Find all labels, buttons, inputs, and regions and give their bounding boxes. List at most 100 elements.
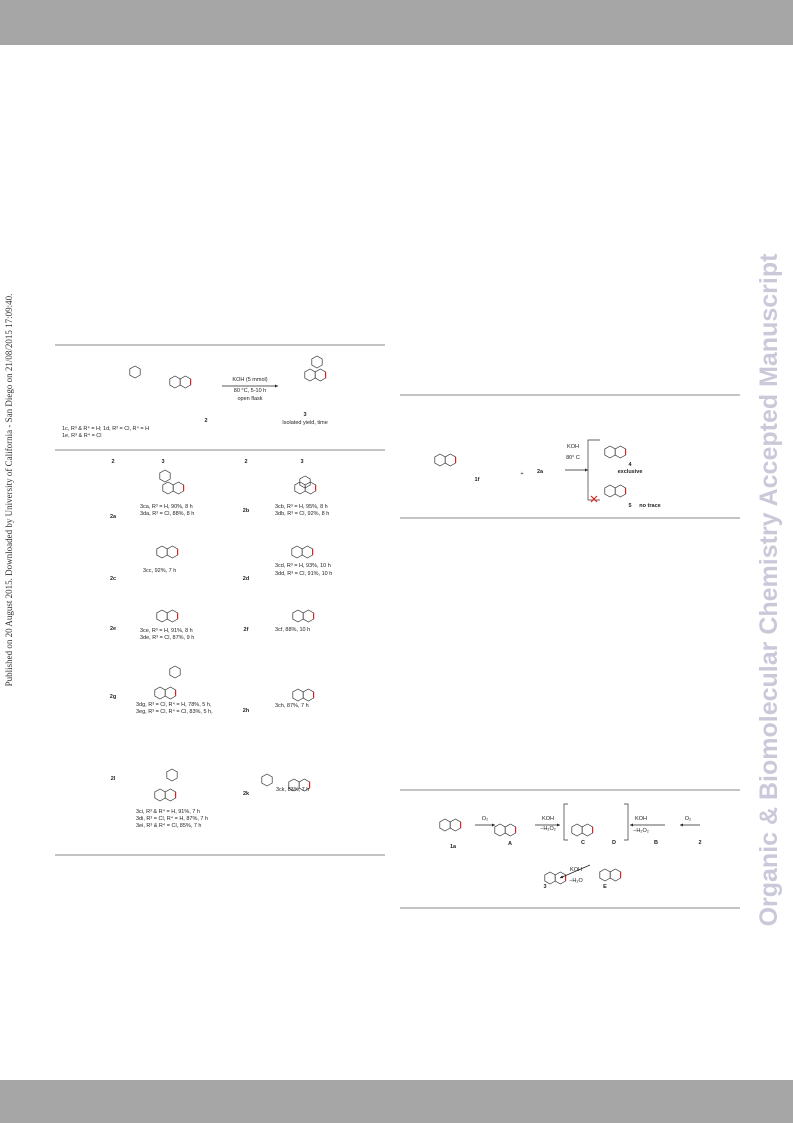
label: KOH (570, 867, 582, 873)
ring (444, 453, 456, 467)
label: 2b (243, 508, 250, 514)
label: E (603, 884, 607, 890)
ring (166, 609, 178, 623)
label: 1f (475, 477, 480, 483)
ring (571, 823, 583, 837)
label: 3de, R³ = Cl, 87%, 9 h (140, 635, 194, 641)
label: Isolated yield, time (282, 420, 328, 426)
ring (614, 484, 626, 498)
ring (169, 375, 181, 389)
ring (581, 823, 593, 837)
ring (609, 868, 621, 882)
ring (439, 818, 451, 832)
label: 3cc, 92%, 7 h (143, 568, 176, 574)
arrow-head (557, 823, 560, 827)
ring (599, 868, 611, 882)
label: O₂ (685, 816, 691, 822)
label: −H₂O₂ (633, 828, 649, 834)
label: 4 (628, 462, 632, 468)
ring (504, 823, 516, 837)
label: 3ei, R³ & R⁴ = Cl, 85%, 7 h (136, 822, 202, 829)
ring (164, 686, 176, 700)
label: 2 (244, 459, 247, 465)
side-note: Published on 20 August 2015. Downloaded … (4, 294, 14, 687)
ring (449, 818, 461, 832)
ring (302, 609, 314, 623)
ring (544, 871, 556, 885)
label: 2l (111, 776, 116, 782)
label: O₂ (482, 816, 488, 822)
ring (162, 481, 174, 495)
ring (129, 365, 141, 379)
label: −H₂O₂ (540, 826, 556, 832)
label: 2c (110, 576, 116, 582)
label: 5 (628, 503, 631, 509)
label: 2 (204, 418, 207, 424)
label: 2k (243, 791, 250, 797)
watermark: Organic & Biomolecular Chemistry Accepte… (755, 253, 783, 927)
label: 1a (450, 844, 457, 850)
label: 3cb, R³ = H, 95%, 8 h (275, 504, 328, 510)
label: 3dd, R³ = Cl, 91%, 10 h (275, 571, 332, 577)
arrow-head (275, 384, 278, 388)
label: open flask (237, 396, 262, 402)
ring (156, 545, 168, 559)
label: 2a (110, 514, 117, 520)
label: 3 (300, 459, 303, 465)
label: D (612, 840, 616, 846)
ring (166, 768, 178, 782)
label: 3ci, R³ & R⁴ = H, 91%, 7 h (136, 808, 200, 815)
ring (434, 453, 446, 467)
label: 2g (110, 694, 116, 700)
arrow-head (680, 823, 683, 827)
label: 3eg, R³ = Cl, R⁴ = Cl, 83%, 5 h, (136, 708, 213, 715)
ring (154, 788, 166, 802)
ring (299, 475, 311, 489)
ring (292, 688, 304, 702)
ring (156, 609, 168, 623)
ring (614, 445, 626, 459)
structures (129, 355, 700, 885)
arrow (559, 864, 591, 879)
label: 2 (698, 840, 701, 846)
label: 2e (110, 626, 116, 632)
ring (494, 823, 506, 837)
ring (179, 375, 191, 389)
ring (159, 469, 171, 483)
label: C (581, 840, 585, 846)
label: 3ce, R³ = H, 91%, 8 h (140, 628, 193, 634)
label: A (508, 841, 512, 847)
label: KOH (567, 444, 579, 450)
label: + (520, 471, 523, 477)
label: 3cf, 88%, 10 h (275, 627, 310, 633)
ring (604, 484, 616, 498)
ring (311, 355, 323, 369)
ring (604, 445, 616, 459)
label: exclusive (618, 469, 643, 475)
label: 2h (243, 708, 250, 714)
ring (314, 368, 326, 382)
arrow-head (492, 823, 495, 827)
label: 3ca, R³ = H, 90%, 8 h (140, 504, 193, 510)
ring (169, 665, 181, 679)
ring (164, 788, 176, 802)
ring (302, 688, 314, 702)
bottom-bar (0, 1080, 793, 1123)
label: 3ck, 83%, 7 h (276, 787, 309, 793)
label: no trace (639, 503, 660, 509)
label: KOH (542, 816, 554, 822)
arrow-head (560, 875, 564, 879)
label: 3 (543, 884, 546, 890)
label: 2a (537, 469, 544, 475)
label: 3 (161, 459, 164, 465)
label: 3dg, R³ = Cl, R⁴ = H, 78%, 5 h, (136, 701, 212, 708)
label: 3di, R³ = Cl, R⁴ = H, 87%, 7 h (136, 815, 208, 822)
label: 3db, R³ = Cl, 92%, 8 h (275, 511, 329, 517)
bracket (563, 803, 629, 841)
ring (172, 481, 184, 495)
cross (590, 495, 598, 503)
ring (166, 545, 178, 559)
label: −H₂O (569, 878, 583, 884)
branch (587, 439, 600, 501)
